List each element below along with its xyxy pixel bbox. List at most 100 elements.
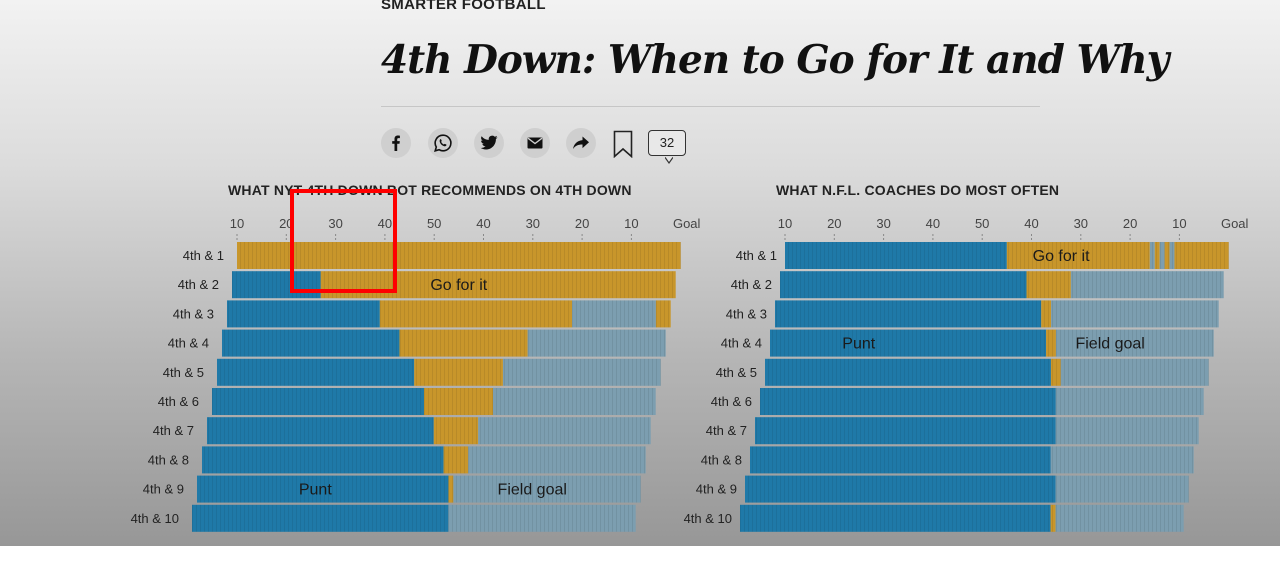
row-label: 4th & 2 xyxy=(178,277,219,292)
segment-texture xyxy=(320,271,676,299)
segment-texture xyxy=(572,300,656,328)
segment-texture xyxy=(423,388,494,415)
email-share-button[interactable] xyxy=(520,128,550,158)
right-chart-title: WHAT N.F.L. COACHES DO MOST OFTEN xyxy=(776,182,1060,198)
row-label: 4th & 3 xyxy=(726,306,767,321)
x-tick-label: 10 xyxy=(778,216,792,231)
row-label: 4th & 9 xyxy=(696,482,737,497)
segment-texture xyxy=(750,446,1051,474)
segment-texture xyxy=(212,388,424,415)
segment-texture xyxy=(453,475,641,503)
x-tick-label: 10 xyxy=(1172,216,1186,231)
row-label: 4th & 6 xyxy=(158,394,199,409)
coaches-chart: 10 20 30 40 50 40 30 20 10 Goal 4th & 1 4th & 2 4th … xyxy=(684,216,1249,532)
row-label: 4th & 4 xyxy=(721,336,762,351)
x-tick-label: 30 xyxy=(1074,216,1088,231)
segment-texture xyxy=(197,475,449,503)
facebook-icon xyxy=(392,135,400,151)
row-label: 4th & 8 xyxy=(701,452,742,467)
segment-texture xyxy=(448,504,636,532)
comments-button[interactable]: 32 xyxy=(648,130,686,165)
segment-texture xyxy=(1055,475,1189,503)
x-tick-label: 20 xyxy=(575,216,589,231)
row-label: 4th & 5 xyxy=(716,365,757,380)
segment-texture xyxy=(1006,242,1150,269)
fourth-down-charts: 10 20 30 40 50 40 30 20 10 Goal 4th & 1 4th & 2 4th … xyxy=(131,216,1249,532)
segment-texture xyxy=(232,271,321,299)
x-tick-label: 40 xyxy=(476,216,490,231)
segment-texture xyxy=(1159,242,1165,269)
segment-texture xyxy=(433,417,479,445)
segment-texture xyxy=(755,417,1056,445)
x-tick-label: 30 xyxy=(876,216,890,231)
row-label: 4th & 1 xyxy=(183,248,224,263)
segment-texture xyxy=(1050,358,1061,386)
x-tick-label: 20 xyxy=(827,216,841,231)
row-label: 4th & 10 xyxy=(684,511,732,526)
segment-texture xyxy=(227,300,380,328)
bookmark-icon[interactable] xyxy=(613,130,633,158)
segment-texture xyxy=(1050,446,1194,474)
segment-texture xyxy=(1055,329,1214,357)
header-divider xyxy=(381,106,1040,107)
x-tick-label: 40 xyxy=(378,216,392,231)
row-label: 4th & 8 xyxy=(148,452,189,467)
chart-annotation: Punt xyxy=(842,336,875,353)
article-headline: 4th Down: When to Go for It and Why xyxy=(381,37,1169,83)
x-tick-label: Goal xyxy=(1221,216,1249,231)
segment-texture xyxy=(1055,504,1184,532)
segment-texture xyxy=(655,300,671,328)
segment-texture xyxy=(527,329,666,357)
segment-texture xyxy=(785,242,1007,269)
x-tick-label: 40 xyxy=(1024,216,1038,231)
segment-texture xyxy=(1046,329,1056,357)
segment-texture xyxy=(1169,242,1175,269)
segment-texture xyxy=(1164,242,1170,269)
share-arrow-icon xyxy=(573,136,589,149)
chart-annotation: Go for it xyxy=(1033,248,1090,265)
twitter-icon xyxy=(480,135,498,150)
segment-texture xyxy=(1051,300,1219,328)
segment-texture xyxy=(765,358,1051,386)
comment-count: 32 xyxy=(659,135,675,150)
segment-texture xyxy=(1055,417,1199,445)
twitter-share-button[interactable] xyxy=(474,128,504,158)
segment-texture xyxy=(217,358,415,386)
chart-annotation: Field goal xyxy=(1075,336,1144,353)
highlight-box xyxy=(290,189,397,293)
segment-texture xyxy=(740,504,1051,532)
segment-texture xyxy=(1026,271,1071,299)
x-tick-label: 30 xyxy=(328,216,342,231)
section-kicker[interactable]: SMARTER FOOTBALL xyxy=(381,0,546,13)
segment-texture xyxy=(775,300,1042,328)
row-label: 4th & 1 xyxy=(736,248,777,263)
segment-texture xyxy=(478,417,651,445)
segment-texture xyxy=(1174,242,1229,269)
facebook-share-button[interactable] xyxy=(381,128,411,158)
x-tick-label: 30 xyxy=(526,216,540,231)
segment-texture xyxy=(237,242,681,269)
segment-texture xyxy=(1154,242,1160,269)
chart-annotation: Punt xyxy=(299,482,332,499)
segment-texture xyxy=(443,446,469,474)
email-icon xyxy=(527,137,543,149)
segment-texture xyxy=(1060,358,1209,386)
row-label: 4th & 4 xyxy=(168,336,209,351)
x-tick-label: 10 xyxy=(230,216,244,231)
segment-texture xyxy=(207,417,434,445)
segment-texture xyxy=(414,358,503,386)
row-label: 4th & 9 xyxy=(143,482,184,497)
row-label: 4th & 3 xyxy=(173,306,214,321)
row-label: 4th & 5 xyxy=(163,365,204,380)
more-share-button[interactable] xyxy=(566,128,596,158)
segment-texture xyxy=(760,388,1056,415)
x-tick-label: 20 xyxy=(279,216,293,231)
segment-texture xyxy=(222,329,400,357)
whatsapp-share-button[interactable] xyxy=(428,128,458,158)
page: SMARTER FOOTBALL 4th Down: When to Go fo… xyxy=(0,0,1280,546)
segment-texture xyxy=(468,446,646,474)
x-tick-label: 50 xyxy=(427,216,441,231)
row-label: 4th & 2 xyxy=(731,277,772,292)
segment-texture xyxy=(379,300,573,328)
segment-texture xyxy=(192,504,449,532)
